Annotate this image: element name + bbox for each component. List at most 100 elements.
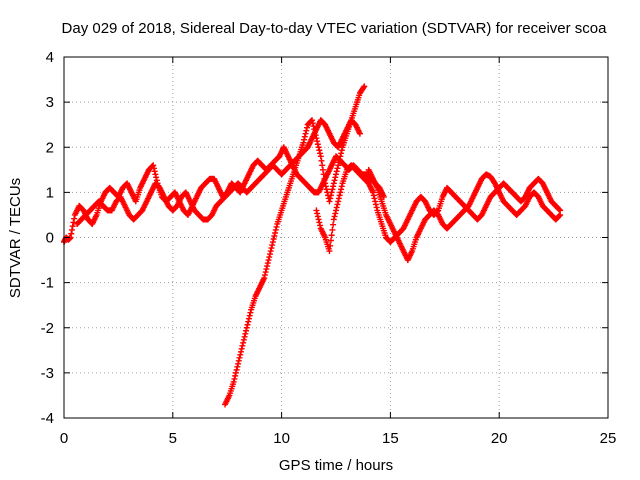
data-point xyxy=(327,195,334,202)
data-point xyxy=(326,248,333,255)
data-point xyxy=(261,272,268,279)
x-tick-label: 20 xyxy=(491,430,508,447)
data-point xyxy=(360,84,367,91)
series-track-b xyxy=(74,117,363,227)
series-track-c xyxy=(222,83,368,408)
data-point xyxy=(319,162,326,169)
data-point xyxy=(244,321,251,328)
data-point xyxy=(338,150,345,157)
data-point xyxy=(323,186,330,193)
data-point xyxy=(330,183,337,190)
data-point xyxy=(331,213,338,220)
data-point xyxy=(309,117,316,124)
data-point xyxy=(272,229,279,236)
data-point xyxy=(230,378,237,385)
data-point xyxy=(369,189,376,196)
x-axis-label: GPS time / hours xyxy=(279,457,393,474)
data-point xyxy=(264,263,271,270)
data-point xyxy=(314,138,321,145)
data-point xyxy=(336,156,343,163)
data-point xyxy=(311,129,318,136)
data-point xyxy=(302,130,309,137)
data-point xyxy=(310,123,317,130)
data-point xyxy=(332,210,339,217)
data-point xyxy=(150,165,157,172)
data-point xyxy=(68,230,75,237)
data-point xyxy=(338,147,345,154)
data-point xyxy=(315,144,322,151)
data-point xyxy=(70,219,77,226)
data-point xyxy=(557,211,564,218)
data-point xyxy=(231,375,238,382)
data-point xyxy=(372,201,379,208)
data-point xyxy=(301,133,308,140)
data-point xyxy=(556,212,563,219)
data-point xyxy=(240,336,247,343)
data-point xyxy=(322,183,329,190)
data-point xyxy=(329,186,336,193)
data-point xyxy=(233,366,240,373)
data-point xyxy=(236,354,243,361)
data-points xyxy=(61,83,564,408)
data-point xyxy=(330,180,337,187)
data-point xyxy=(263,266,270,273)
data-point xyxy=(269,239,276,246)
data-point xyxy=(330,216,337,223)
data-point xyxy=(328,232,335,239)
x-tick-label: 25 xyxy=(600,430,617,447)
data-point xyxy=(327,192,334,199)
data-point xyxy=(329,226,336,233)
data-point xyxy=(314,141,321,148)
x-tick-label: 10 xyxy=(273,430,290,447)
data-point xyxy=(234,363,241,370)
data-point xyxy=(335,195,342,202)
data-point xyxy=(331,177,338,184)
data-point xyxy=(301,136,308,143)
data-point xyxy=(71,215,78,222)
data-point xyxy=(269,242,276,249)
data-point xyxy=(336,192,343,199)
data-point xyxy=(318,157,325,164)
y-tick-label: 2 xyxy=(46,139,54,156)
data-point xyxy=(333,204,340,211)
data-point xyxy=(242,330,249,337)
series-track-a xyxy=(61,144,387,246)
data-point xyxy=(319,166,326,173)
data-point xyxy=(243,327,250,334)
y-tick-label: -2 xyxy=(41,320,54,337)
data-point xyxy=(314,210,321,217)
y-tick-label: 4 xyxy=(46,49,54,66)
data-point xyxy=(265,257,272,264)
y-tick-label: 1 xyxy=(46,184,54,201)
data-point xyxy=(311,126,318,133)
data-point xyxy=(266,251,273,258)
data-point xyxy=(316,219,323,226)
data-point xyxy=(313,135,320,142)
data-point xyxy=(151,168,158,175)
data-point xyxy=(326,198,333,205)
data-point xyxy=(338,183,345,190)
data-point xyxy=(240,339,247,346)
x-tick-label: 5 xyxy=(169,430,177,447)
data-point xyxy=(327,237,334,244)
data-point xyxy=(337,153,344,160)
data-point xyxy=(238,345,245,352)
data-point xyxy=(150,162,157,169)
data-point xyxy=(247,309,254,316)
data-point xyxy=(333,207,339,214)
data-point xyxy=(373,204,380,211)
data-point xyxy=(245,318,252,325)
series-track-d xyxy=(313,162,564,255)
data-point xyxy=(337,189,344,196)
data-point xyxy=(68,226,75,233)
data-point xyxy=(303,124,310,131)
data-point xyxy=(314,213,321,220)
data-point xyxy=(309,120,316,127)
data-point xyxy=(322,180,329,187)
data-point xyxy=(300,139,307,146)
data-point xyxy=(317,222,324,229)
data-point xyxy=(335,159,342,166)
data-point xyxy=(312,132,319,139)
data-point xyxy=(303,127,310,134)
data-point xyxy=(317,150,324,157)
